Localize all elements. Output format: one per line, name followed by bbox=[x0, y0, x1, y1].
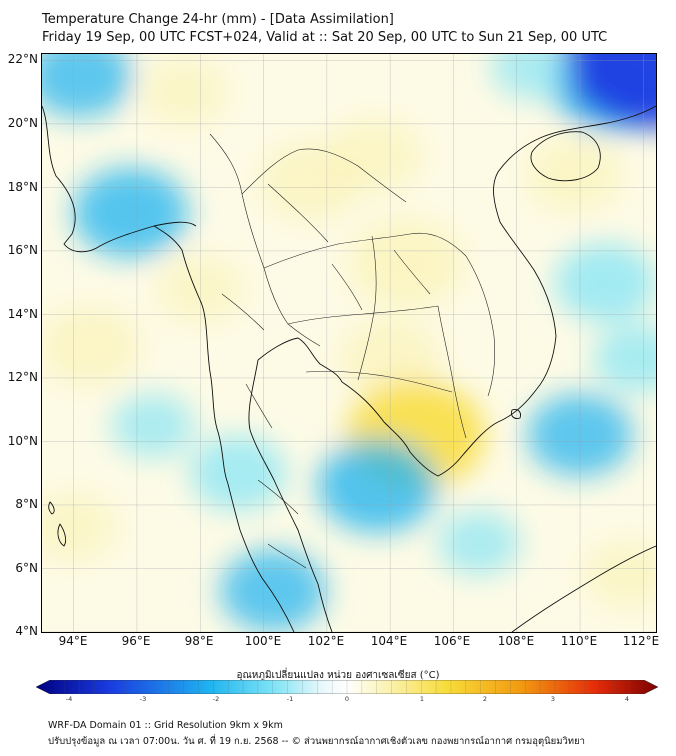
lon-label: 104°E bbox=[370, 634, 408, 648]
field-anomaly-19 bbox=[189, 435, 287, 512]
lon-label: 108°E bbox=[497, 634, 535, 648]
lon-label: 98°E bbox=[184, 634, 214, 648]
lat-label: 6°N bbox=[15, 561, 38, 575]
colorbar-tick: 3 bbox=[550, 695, 556, 703]
lat-label: 22°N bbox=[7, 52, 38, 66]
field-anomaly-23 bbox=[491, 54, 574, 100]
lon-label: 94°E bbox=[58, 634, 88, 648]
field-anomaly-11 bbox=[42, 54, 133, 118]
temperature-field bbox=[42, 54, 656, 632]
lat-label: 16°N bbox=[7, 243, 38, 257]
field-anomaly-17 bbox=[593, 324, 656, 394]
lat-label: 20°N bbox=[7, 116, 38, 130]
colorbar bbox=[36, 680, 658, 694]
colorbar-tick: -4 bbox=[65, 695, 73, 703]
footer-credits: ปรับปรุงข้อมูล ณ เวลา 07:00น. วัน ศ. ที่… bbox=[48, 736, 585, 747]
colorbar-tick: -2 bbox=[212, 695, 220, 703]
field-anomaly-2 bbox=[260, 141, 362, 221]
lat-label: 8°N bbox=[15, 497, 38, 511]
field-anomaly-14 bbox=[563, 54, 656, 128]
colorbar-tick: 2 bbox=[482, 695, 488, 703]
lat-label: 4°N bbox=[15, 624, 38, 638]
coastlines bbox=[42, 105, 656, 632]
lon-label: 110°E bbox=[560, 634, 598, 648]
colorbar-tick: 4 bbox=[624, 695, 630, 703]
field-anomaly-3 bbox=[348, 218, 464, 309]
field-anomaly-15 bbox=[554, 243, 656, 323]
field-anomaly-10 bbox=[42, 493, 118, 562]
map-title: Temperature Change 24-hr (mm) - [Data As… bbox=[42, 12, 394, 27]
map-canvas bbox=[42, 54, 656, 632]
field-anomaly-20 bbox=[220, 549, 326, 632]
colorbar-title: อุณหภูมิเปลี่ยนแปลง หน่วย องศาเซลเซียส (… bbox=[236, 670, 440, 681]
lat-label: 18°N bbox=[7, 180, 38, 194]
lat-lon-gridlines bbox=[42, 54, 656, 632]
lon-label: 100°E bbox=[244, 634, 282, 648]
colorbar-tick: -3 bbox=[139, 695, 147, 703]
lon-label: 96°E bbox=[121, 634, 151, 648]
field-anomaly-22 bbox=[437, 510, 521, 576]
map-subtitle: Friday 19 Sep, 00 UTC FCST+024, Valid at… bbox=[42, 30, 608, 45]
lon-label: 106°E bbox=[433, 634, 471, 648]
lon-label: 112°E bbox=[622, 634, 660, 648]
footer-model-info: WRF-DA Domain 01 :: Grid Resolution 9km … bbox=[48, 720, 283, 731]
lat-label: 14°N bbox=[7, 307, 38, 321]
colorbar-tick: 0 bbox=[344, 695, 350, 703]
forecast-map[interactable] bbox=[41, 53, 657, 633]
field-anomaly-21 bbox=[111, 393, 195, 458]
field-anomaly-18 bbox=[317, 439, 438, 533]
lon-label: 102°E bbox=[307, 634, 345, 648]
field-anomaly-12 bbox=[73, 167, 189, 258]
lat-label: 12°N bbox=[7, 370, 38, 384]
field-anomaly-6 bbox=[42, 306, 141, 386]
colorbar-tick: 1 bbox=[419, 695, 425, 703]
province-borders bbox=[209, 133, 496, 569]
colorbar-tick: -1 bbox=[286, 695, 294, 703]
field-anomaly-0 bbox=[140, 57, 229, 127]
field-anomaly-9 bbox=[583, 540, 656, 610]
field-anomaly-8 bbox=[525, 136, 623, 213]
lat-label: 10°N bbox=[7, 434, 38, 448]
